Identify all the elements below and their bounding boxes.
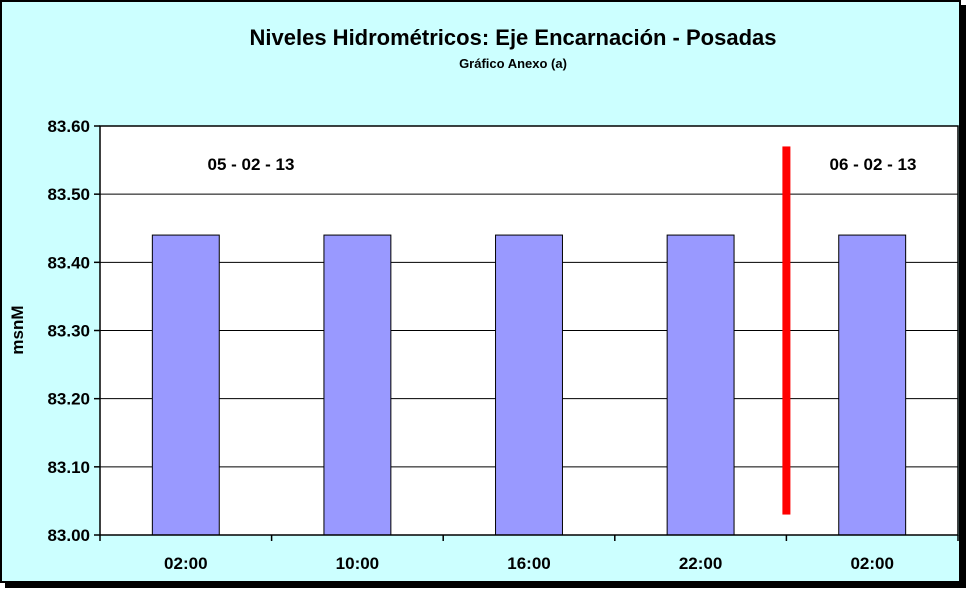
y-axis-ticks: 83.00 83.10 83.20 83.30 83.40 83.50 83.60 — [47, 117, 100, 545]
x-tick-label: 22:00 — [679, 554, 722, 573]
date-annotation-right: 06 - 02 - 13 — [830, 155, 917, 174]
y-tick-label: 83.60 — [47, 117, 90, 136]
y-tick-label: 83.30 — [47, 322, 90, 341]
bars — [151, 234, 907, 536]
y-tick-label: 83.10 — [47, 458, 90, 477]
x-tick-label: 02:00 — [164, 554, 207, 573]
chart-title: Niveles Hidrométricos: Eje Encarnación -… — [250, 25, 777, 50]
date-divider-line — [782, 146, 791, 515]
y-axis-label: msnM — [8, 305, 27, 354]
bar — [151, 234, 220, 536]
y-tick-label: 83.40 — [47, 253, 90, 272]
y-tick-label: 83.00 — [47, 526, 90, 545]
y-tick-label: 83.50 — [47, 185, 90, 204]
x-tick-label: 10:00 — [336, 554, 379, 573]
bar — [666, 234, 735, 536]
x-tick-label: 16:00 — [507, 554, 550, 573]
bar — [323, 234, 392, 536]
y-tick-label: 83.20 — [47, 390, 90, 409]
chart-subtitle: Gráfico Anexo (a) — [459, 56, 567, 71]
x-axis-ticks: 02:00 10:00 16:00 22:00 02:00 — [99, 535, 959, 573]
bar — [495, 234, 563, 536]
date-annotation-left: 05 - 02 - 13 — [208, 155, 295, 174]
x-tick-label: 02:00 — [850, 554, 893, 573]
bar — [838, 234, 907, 536]
